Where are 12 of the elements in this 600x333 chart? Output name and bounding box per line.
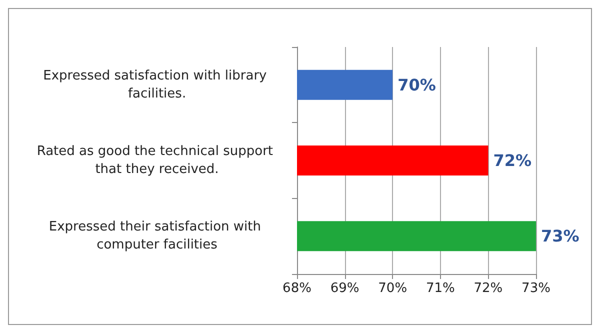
x-tick-label: 71% [426, 281, 455, 296]
data-label: 72% [493, 151, 532, 170]
x-tick-label: 68% [282, 281, 312, 296]
data-label: 70% [398, 75, 436, 94]
x-tick-label: 70% [378, 281, 408, 296]
y-tick-label: Expressed satisfaction with library facilities. [43, 68, 271, 102]
y-tick-label: Expressed their satisfaction with computer facilities [48, 220, 266, 253]
x-tick-label: 73% [522, 281, 550, 296]
x-tick-label: 69% [330, 281, 360, 296]
y-tick-label: Rated as good the technical support that they received. [36, 144, 278, 177]
data-label: 73% [541, 226, 580, 246]
x-tick-label: 72% [474, 281, 503, 296]
